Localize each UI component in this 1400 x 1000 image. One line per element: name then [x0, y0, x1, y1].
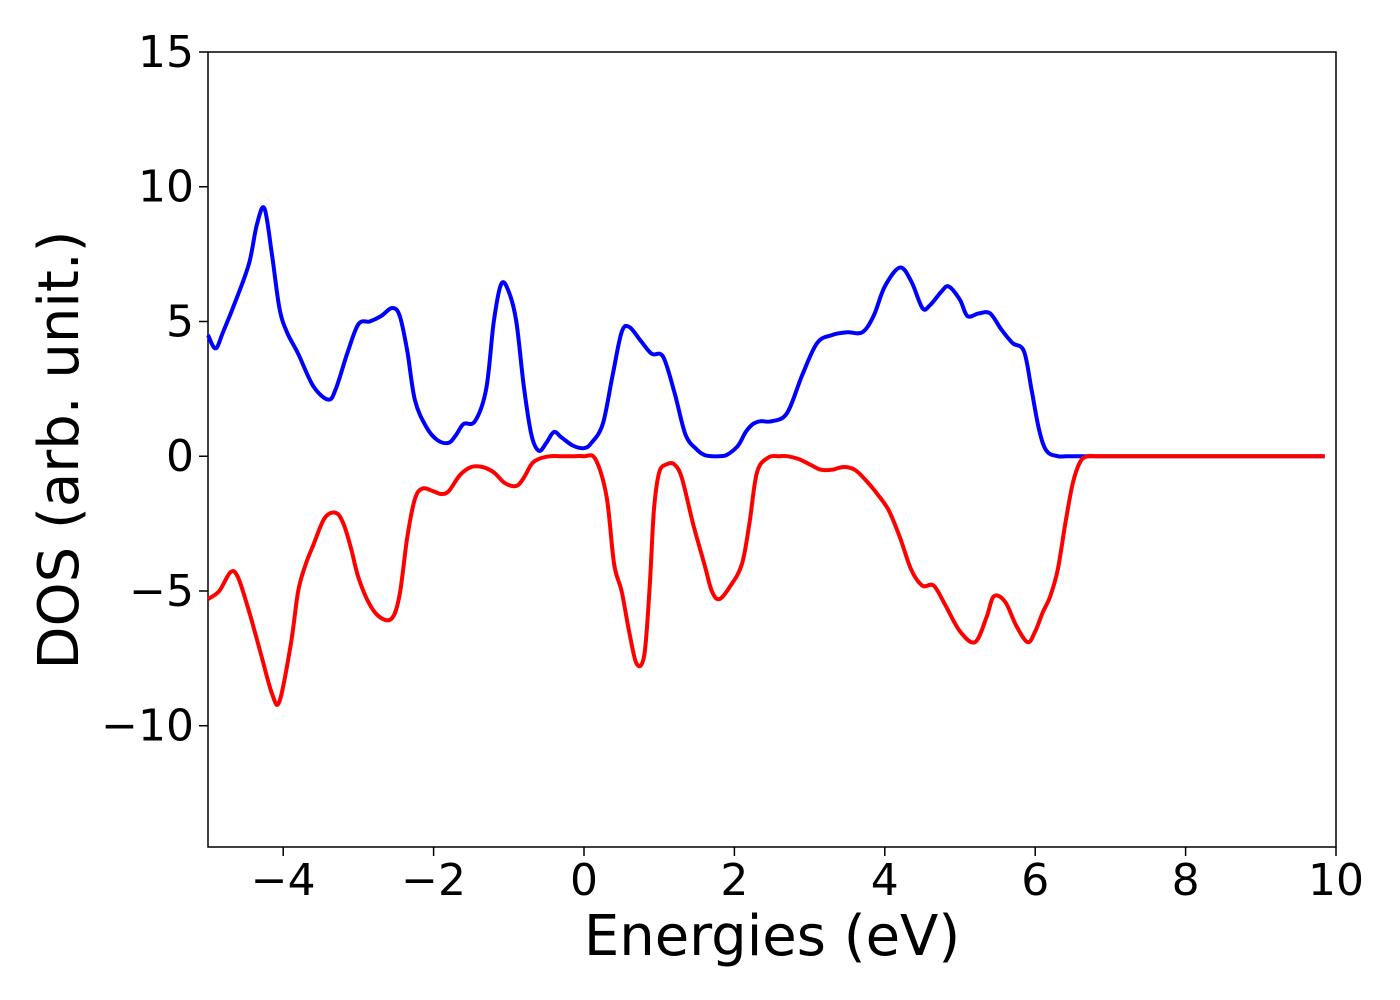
y-tick-label: −5	[129, 566, 194, 617]
x-tick-label: −4	[251, 855, 316, 906]
series-line-1	[206, 205, 1325, 459]
x-axis-label: Energies (eV)	[584, 904, 960, 969]
x-tick-label: 2	[720, 855, 748, 906]
y-axis-ticks: −10 −5 0 5 10 15	[101, 27, 208, 752]
y-tick-label: 5	[166, 296, 194, 347]
y-tick-label: −10	[101, 701, 194, 752]
plot-area	[207, 51, 1337, 848]
y-tick-label: 10	[138, 162, 194, 213]
series-line-2	[206, 453, 1325, 707]
y-axis-label: DOS (arb. unit.)	[27, 230, 92, 669]
x-tick-label: 0	[570, 855, 598, 906]
x-tick-label: −2	[401, 855, 466, 906]
x-tick-label: 6	[1021, 855, 1049, 906]
x-tick-label: 10	[1308, 855, 1364, 906]
x-tick-label: 8	[1172, 855, 1200, 906]
x-tick-label: 4	[871, 855, 899, 906]
y-tick-label: 0	[166, 431, 194, 482]
y-tick-label: 15	[138, 27, 194, 78]
x-axis-ticks: −4 −2 0 2 4 6 8 10	[251, 847, 1364, 906]
series-layer	[206, 205, 1325, 707]
